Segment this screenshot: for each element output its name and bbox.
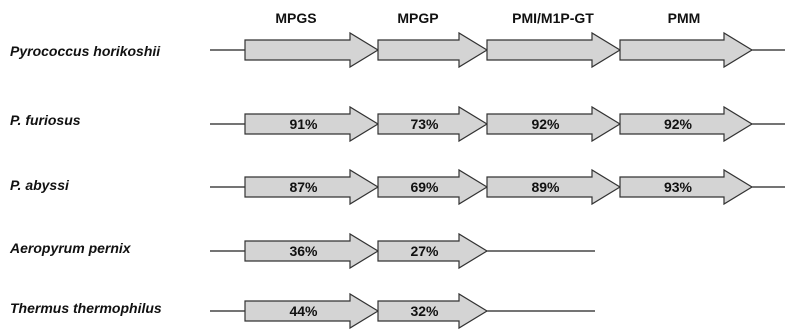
organism-row-p-abyssi: P. abyssi 87% 69% 89% 93%	[10, 168, 785, 206]
identity-label-mpgs: 36%	[289, 243, 318, 259]
gene-arrow-pmi-m1p-gt	[486, 168, 622, 206]
gene-arrow-mpgp	[377, 232, 489, 270]
gene-arrow-pmm	[619, 105, 754, 143]
identity-label-mpgp: 73%	[410, 116, 439, 132]
gene-arrow-mpgp	[377, 105, 489, 143]
gene-arrow-pmi-m1p-gt	[486, 105, 622, 143]
identity-label-mpgp: 27%	[410, 243, 439, 259]
identity-label-mpgs: 87%	[289, 179, 318, 195]
identity-label-mpgs: 44%	[289, 303, 318, 319]
gene-header-mpgp: MPGP	[397, 10, 438, 26]
organism-label: Pyrococcus horikoshii	[10, 43, 161, 59]
identity-label-mpgs: 91%	[289, 116, 318, 132]
gene-arrow-pmm	[619, 168, 754, 206]
organism-label: Aeropyrum pernix	[9, 240, 132, 256]
organism-row-thermus-thermophilus: Thermus thermophilus 44% 32%	[10, 292, 595, 330]
identity-label-pmi-m1p-gt: 92%	[531, 116, 560, 132]
gene-arrow-mpgs	[244, 168, 380, 206]
gene-arrow-mpgp	[377, 292, 489, 330]
gene-arrow-mpgp	[377, 31, 489, 69]
gene-arrow-mpgp	[377, 168, 489, 206]
gene-arrow-mpgs	[244, 232, 380, 270]
organism-label: P. furiosus	[10, 112, 81, 128]
identity-label-pmm: 92%	[664, 116, 693, 132]
organism-label: Thermus thermophilus	[10, 300, 162, 316]
gene-arrow-pmi-m1p-gt	[486, 31, 622, 69]
gene-header-pmi-m1p-gt: PMI/M1P-GT	[512, 10, 594, 26]
identity-label-pmm: 93%	[664, 179, 693, 195]
organism-row-p-furiosus: P. furiosus 91% 73% 92% 92%	[10, 105, 785, 143]
gene-header-pmm: PMM	[668, 10, 701, 26]
identity-label-mpgp: 69%	[410, 179, 439, 195]
gene-arrow-mpgs	[244, 105, 380, 143]
organism-row-aeropyrum-pernix: Aeropyrum pernix 36% 27%	[9, 232, 595, 270]
gene-headers: MPGS MPGP PMI/M1P-GT PMM	[275, 10, 700, 26]
organism-row-pyrococcus-horikoshii: Pyrococcus horikoshii	[10, 31, 785, 69]
gene-header-mpgs: MPGS	[275, 10, 316, 26]
gene-arrow-pmm	[619, 31, 754, 69]
gene-arrow-mpgs	[244, 31, 380, 69]
identity-label-mpgp: 32%	[410, 303, 439, 319]
identity-label-pmi-m1p-gt: 89%	[531, 179, 560, 195]
organism-label: P. abyssi	[10, 177, 70, 193]
gene-arrow-mpgs	[244, 292, 380, 330]
